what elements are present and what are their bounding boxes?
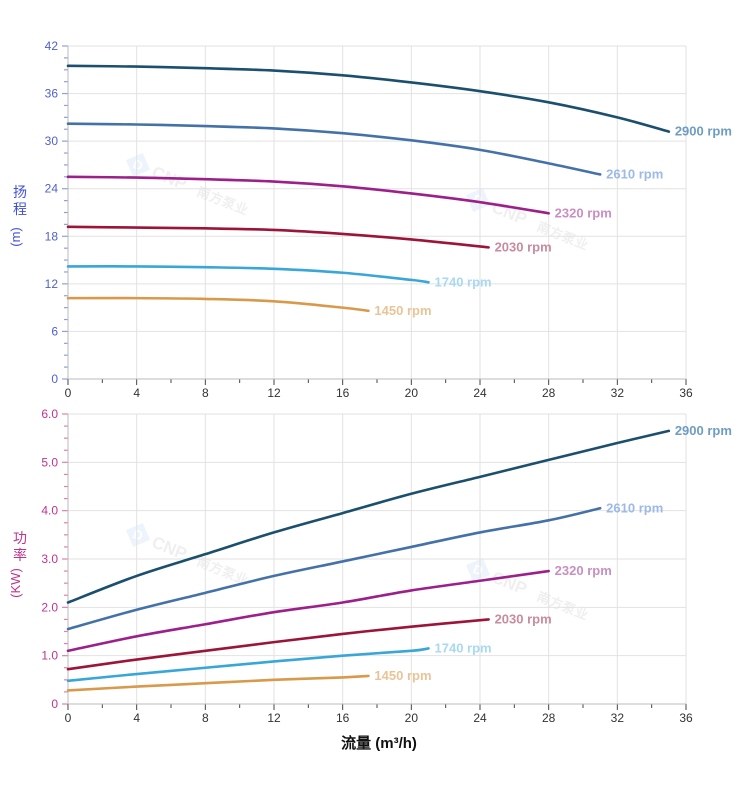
svg-text:8: 8 xyxy=(202,386,209,400)
svg-text:2610 rpm: 2610 rpm xyxy=(606,166,663,181)
svg-text:4.0: 4.0 xyxy=(41,504,58,518)
svg-text:2030 rpm: 2030 rpm xyxy=(495,611,552,626)
svg-text:36: 36 xyxy=(679,386,693,400)
svg-text:0: 0 xyxy=(51,372,58,386)
svg-text:2320 rpm: 2320 rpm xyxy=(555,205,612,220)
svg-text:8: 8 xyxy=(202,711,209,725)
svg-text:1.0: 1.0 xyxy=(41,649,58,663)
svg-text:1740 rpm: 1740 rpm xyxy=(435,274,492,289)
svg-text:24: 24 xyxy=(45,182,59,196)
svg-text:(KW): (KW) xyxy=(8,568,23,598)
svg-text:1450 rpm: 1450 rpm xyxy=(374,303,431,318)
svg-text:32: 32 xyxy=(611,711,625,725)
svg-text:3.0: 3.0 xyxy=(41,552,58,566)
svg-text:扬: 扬 xyxy=(13,184,27,200)
svg-text:0: 0 xyxy=(65,711,72,725)
svg-text:30: 30 xyxy=(45,134,59,148)
svg-text:42: 42 xyxy=(45,39,59,53)
svg-text:6.0: 6.0 xyxy=(41,407,58,421)
svg-text:16: 16 xyxy=(336,711,350,725)
svg-text:36: 36 xyxy=(45,87,59,101)
svg-text:32: 32 xyxy=(611,386,625,400)
svg-text:4: 4 xyxy=(133,386,140,400)
svg-text:12: 12 xyxy=(267,386,281,400)
svg-text:16: 16 xyxy=(336,386,350,400)
svg-text:2900 rpm: 2900 rpm xyxy=(675,423,732,438)
svg-text:20: 20 xyxy=(405,386,419,400)
svg-text:28: 28 xyxy=(542,386,556,400)
svg-text:4: 4 xyxy=(133,711,140,725)
svg-text:20: 20 xyxy=(405,711,419,725)
svg-text:(m): (m) xyxy=(8,227,23,247)
svg-text:率: 率 xyxy=(13,547,27,563)
svg-text:24: 24 xyxy=(473,386,487,400)
svg-text:0: 0 xyxy=(65,386,72,400)
svg-text:流量 (m³/h): 流量 (m³/h) xyxy=(341,734,417,752)
svg-text:36: 36 xyxy=(679,711,693,725)
svg-text:12: 12 xyxy=(45,277,59,291)
svg-text:程: 程 xyxy=(13,201,27,217)
svg-text:1450 rpm: 1450 rpm xyxy=(374,668,431,683)
svg-text:18: 18 xyxy=(45,229,59,243)
svg-text:1740 rpm: 1740 rpm xyxy=(435,640,492,655)
svg-text:6: 6 xyxy=(51,324,58,338)
svg-text:24: 24 xyxy=(473,711,487,725)
svg-text:5.0: 5.0 xyxy=(41,455,58,469)
svg-text:2900 rpm: 2900 rpm xyxy=(675,124,732,139)
svg-text:功: 功 xyxy=(13,530,27,546)
svg-text:2030 rpm: 2030 rpm xyxy=(495,239,552,254)
svg-text:2.0: 2.0 xyxy=(41,600,58,614)
svg-text:2610 rpm: 2610 rpm xyxy=(606,500,663,515)
svg-text:0: 0 xyxy=(51,697,58,711)
svg-text:28: 28 xyxy=(542,711,556,725)
svg-text:12: 12 xyxy=(267,711,281,725)
svg-text:2320 rpm: 2320 rpm xyxy=(555,563,612,578)
